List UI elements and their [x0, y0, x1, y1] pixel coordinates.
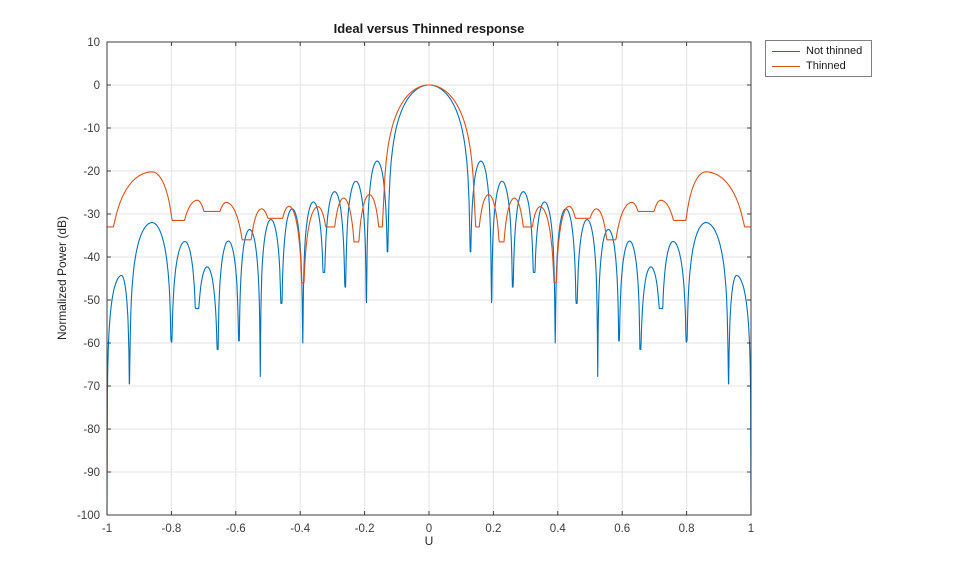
y-tick-label: -60 [83, 338, 100, 350]
legend: Not thinned Thinned [765, 40, 873, 77]
y-tick-labels: 10 0 -10 -20 -30 -40 -50 -60 -70 -80 -90 -100 [77, 37, 100, 522]
y-tick-label: -30 [83, 209, 100, 221]
legend-line-swatch-thinned [772, 65, 800, 67]
y-tick-label: -10 [83, 123, 100, 135]
y-tick-label: -80 [83, 424, 100, 436]
x-tick-label: -0.4 [290, 523, 310, 535]
y-tick-label: -70 [83, 381, 100, 393]
x-tick-label: -0.8 [161, 523, 181, 535]
x-tick-label: -0.2 [355, 523, 375, 535]
chart-title: Ideal versus Thinned response [333, 21, 525, 36]
x-tick-label: 0 [426, 523, 432, 535]
x-tick-labels: -1 -0.8 -0.6 -0.4 -0.2 0 0.2 0.4 0.6 0.8 1 [102, 523, 754, 535]
y-tick-label: -100 [77, 510, 100, 522]
tick-marks [106, 41, 752, 516]
x-tick-label: 0.4 [550, 523, 567, 535]
y-tick-label: -90 [83, 467, 100, 479]
y-tick-label: -50 [83, 295, 100, 307]
legend-item-not-thinned: Not thinned [772, 45, 862, 57]
legend-item-thinned: Thinned [772, 60, 862, 72]
x-tick-label: 0.2 [485, 523, 501, 535]
x-tick-label: 0.6 [614, 523, 630, 535]
series-line-thinned [107, 84, 751, 284]
y-axis-label: Normalized Power (dB) [55, 215, 69, 341]
x-tick-label: 1 [748, 523, 754, 535]
legend-line-swatch-not-thinned [772, 50, 800, 52]
y-tick-label: -20 [83, 166, 100, 178]
legend-label-not-thinned: Not thinned [806, 45, 863, 57]
grid-lines [106, 41, 752, 516]
series-lines [106, 84, 752, 516]
x-tick-label: 0.8 [679, 523, 695, 535]
x-tick-label: -0.6 [226, 523, 246, 535]
legend-label-thinned: Thinned [806, 60, 846, 72]
y-tick-label: -40 [83, 252, 100, 264]
y-tick-label: 10 [87, 37, 100, 49]
x-tick-label: -1 [102, 523, 112, 535]
x-axis-label: U [424, 534, 434, 548]
y-tick-label: 0 [94, 80, 100, 92]
